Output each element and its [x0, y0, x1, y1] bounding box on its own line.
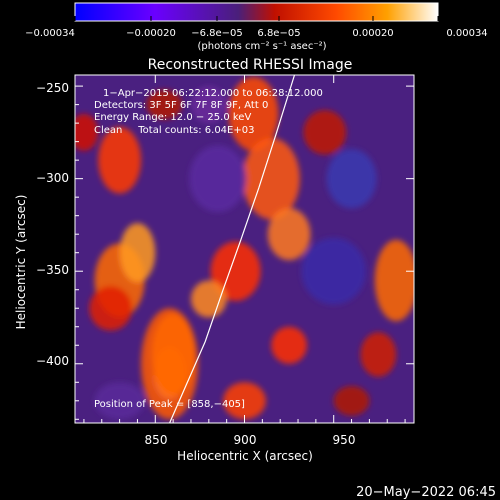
solar-limb-line	[169, 75, 296, 423]
intensity-blob	[190, 280, 227, 318]
intensity-blob	[271, 326, 307, 364]
intensity-blob	[94, 382, 145, 420]
colorbar-tick-label: 0.00034	[446, 28, 487, 39]
annotation-detectors: Detectors: 3F 5F 6F 7F 8F 9F, Att 0	[94, 100, 268, 111]
y-tick-labels: −250 −300 −350 −400	[36, 81, 69, 368]
colorbar-tick-labels: −0.00034 −0.00020 −6.8e−05 6.8e−05 0.000…	[25, 28, 488, 39]
intensity-blob	[374, 239, 414, 322]
chart-title: Reconstructed RHESSI Image	[148, 57, 353, 73]
intensity-blob	[333, 385, 370, 416]
annotation-peak: Position of Peak = [858,−405]	[94, 399, 245, 410]
colorbar-tick-label: 0.00020	[352, 28, 393, 39]
x-tick-label: 900	[234, 433, 257, 447]
intensity-blob	[326, 149, 377, 209]
footer-date: 20−May−2022 06:45	[356, 485, 496, 500]
intensity-blob	[360, 332, 397, 377]
y-tick-label: −300	[36, 171, 69, 185]
intensity-blob	[190, 86, 227, 124]
intensity-blob	[119, 223, 156, 283]
x-tick-label: 850	[145, 433, 168, 447]
heatmap-area	[75, 75, 414, 423]
intensity-blob	[75, 113, 99, 151]
x-tick-label: 950	[333, 433, 356, 447]
x-axis-label: Heliocentric X (arcsec)	[177, 449, 313, 463]
intensity-blob	[223, 382, 266, 420]
intensity-blob	[267, 208, 311, 261]
intensity-blob	[242, 137, 300, 220]
annotation-clean: Clean Total counts: 6.04E+03	[94, 125, 254, 136]
intensity-blob	[98, 126, 142, 194]
axis-ticks	[75, 75, 414, 423]
x-tick-labels: 850 900 950	[145, 433, 356, 447]
y-tick-label: −250	[36, 81, 69, 95]
y-axis-label: Heliocentric Y (arcsec)	[14, 195, 28, 330]
annotation-energy: Energy Range: 12.0 − 25.0 keV	[94, 112, 251, 123]
intensity-blob	[146, 89, 183, 120]
colorbar-tick-label: 6.8e−05	[257, 28, 300, 39]
intensity-blob	[89, 286, 133, 331]
colorbar-ticks	[74, 16, 439, 21]
y-tick-label: −350	[36, 263, 69, 277]
annotation-time: 1−Apr−2015 06:22:12.000 to 06:28:12.000	[103, 88, 323, 99]
intensity-blob	[303, 110, 347, 155]
intensity-blob	[228, 76, 279, 151]
colorbar-tick-label: −0.00034	[25, 28, 75, 39]
colorbar-tick-label: −0.00020	[126, 28, 176, 39]
intensity-blob	[301, 237, 366, 305]
y-tick-label: −400	[36, 354, 69, 368]
intensity-blob	[210, 241, 261, 301]
colorbar-tick-label: −6.8e−05	[191, 28, 243, 39]
colorbar	[74, 2, 439, 22]
intensity-blob	[189, 145, 247, 212]
annotations: 1−Apr−2015 06:22:12.000 to 06:28:12.000 …	[94, 88, 323, 410]
colorbar-unit-label: (photons cm⁻² s⁻¹ asec⁻²)	[197, 41, 326, 52]
